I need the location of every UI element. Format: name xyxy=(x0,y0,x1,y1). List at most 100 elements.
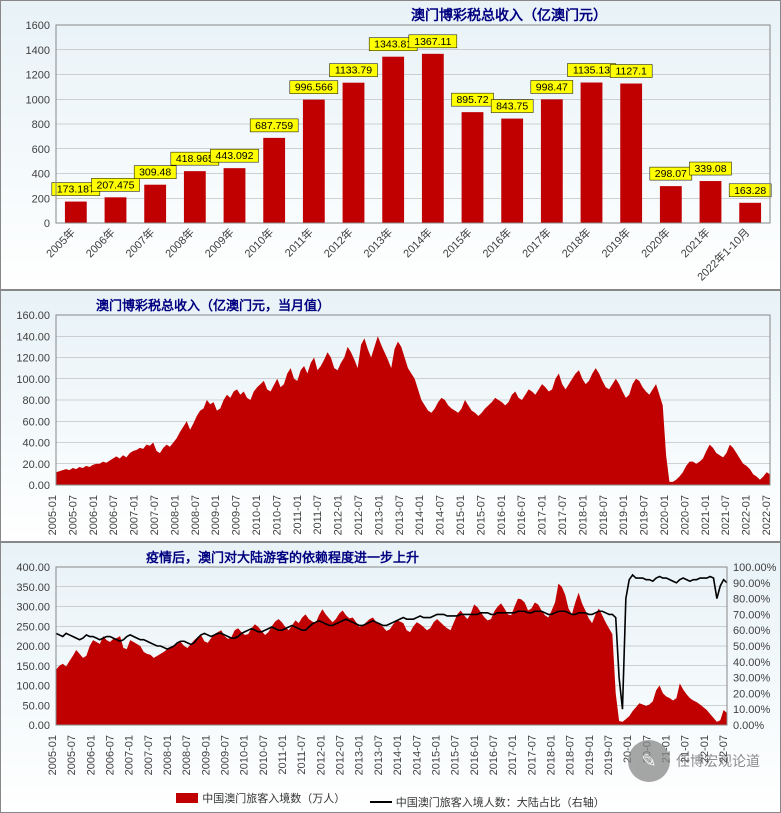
svg-text:1135.13: 1135.13 xyxy=(573,65,610,77)
svg-text:2008-07: 2008-07 xyxy=(190,495,202,535)
svg-text:80.00: 80.00 xyxy=(22,395,50,407)
svg-text:2012-07: 2012-07 xyxy=(335,735,347,775)
panel-visitors: 疫情后，澳门对大陆游客的依赖程度进一步上升 0.0050.00100.00150… xyxy=(0,542,781,813)
svg-text:50.00: 50.00 xyxy=(22,700,50,712)
svg-text:2009-01: 2009-01 xyxy=(210,495,222,535)
svg-text:2015-07: 2015-07 xyxy=(450,735,462,775)
svg-text:443.092: 443.092 xyxy=(216,150,254,162)
svg-text:21-07: 21-07 xyxy=(680,735,692,763)
svg-text:2011-07: 2011-07 xyxy=(296,735,308,775)
svg-text:1127.1: 1127.1 xyxy=(615,66,646,78)
svg-text:1367.11: 1367.11 xyxy=(414,36,451,48)
chart3-title: 疫情后，澳门对大陆游客的依赖程度进一步上升 xyxy=(146,547,419,566)
svg-text:2012-01: 2012-01 xyxy=(333,495,345,535)
svg-text:400: 400 xyxy=(32,169,50,181)
svg-text:2019-01: 2019-01 xyxy=(584,735,596,775)
svg-text:339.08: 339.08 xyxy=(694,163,726,175)
svg-text:2014-07: 2014-07 xyxy=(411,735,423,775)
svg-text:2008-01: 2008-01 xyxy=(169,495,181,535)
svg-text:2016年: 2016年 xyxy=(479,225,514,260)
svg-text:30.00%: 30.00% xyxy=(733,673,771,685)
chart3-svg: 0.0050.00100.00150.00200.00250.00300.003… xyxy=(1,543,781,781)
svg-text:2010-01: 2010-01 xyxy=(251,495,263,535)
panel-gaming-tax-monthly: 澳门博彩税总收入（亿澳门元，当月值） 0.0020.0040.0060.0080… xyxy=(0,290,781,542)
svg-text:2021-01: 2021-01 xyxy=(700,495,712,535)
svg-text:843.75: 843.75 xyxy=(496,101,528,113)
svg-text:163.28: 163.28 xyxy=(734,185,766,197)
panel-gaming-tax-annual: 澳门博彩税总收入（亿澳门元） 0200400600800100012001400… xyxy=(0,0,781,290)
svg-text:2005年: 2005年 xyxy=(43,225,78,260)
svg-text:2019-07: 2019-07 xyxy=(603,735,615,775)
legend-ratio: 中国澳门旅客入境人数：大陆占比（右轴） xyxy=(370,794,605,810)
svg-text:140.00: 140.00 xyxy=(16,331,50,343)
svg-text:2017-01: 2017-01 xyxy=(507,735,519,775)
svg-text:2007-07: 2007-07 xyxy=(149,495,161,535)
svg-text:687.759: 687.759 xyxy=(255,120,293,132)
svg-text:2019-01: 2019-01 xyxy=(618,495,630,535)
svg-text:80.00%: 80.00% xyxy=(733,594,771,606)
svg-text:2006-07: 2006-07 xyxy=(108,495,120,535)
svg-text:2007-01: 2007-01 xyxy=(129,495,141,535)
svg-text:2015-01: 2015-01 xyxy=(430,735,442,775)
svg-text:2006-01: 2006-01 xyxy=(85,735,97,775)
svg-text:2008年: 2008年 xyxy=(162,225,197,260)
svg-text:2005-07: 2005-07 xyxy=(67,495,79,535)
legend-visitors-label: 中国澳门旅客入境数（万人） xyxy=(202,790,345,806)
svg-text:2017年: 2017年 xyxy=(519,225,554,260)
svg-text:100.00: 100.00 xyxy=(16,374,50,386)
svg-text:2006-07: 2006-07 xyxy=(105,735,117,775)
svg-text:2013年: 2013年 xyxy=(360,225,395,260)
svg-text:2017-07: 2017-07 xyxy=(557,495,569,535)
svg-text:22-07: 22-07 xyxy=(718,735,730,763)
svg-text:2013-01: 2013-01 xyxy=(354,735,366,775)
svg-text:2010-07: 2010-07 xyxy=(271,495,283,535)
svg-text:150.00: 150.00 xyxy=(16,661,50,673)
chart3-legend: 中国澳门旅客入境数（万人） 中国澳门旅客入境人数：大陆占比（右轴） xyxy=(1,790,780,810)
svg-text:2019-07: 2019-07 xyxy=(639,495,651,535)
svg-text:1600: 1600 xyxy=(26,20,50,32)
svg-text:2021-07: 2021-07 xyxy=(720,495,732,535)
svg-text:2008-07: 2008-07 xyxy=(181,735,193,775)
svg-text:70.00%: 70.00% xyxy=(733,609,771,621)
legend-visitors-swatch xyxy=(176,793,198,803)
svg-text:250.00: 250.00 xyxy=(16,621,50,633)
svg-text:1000: 1000 xyxy=(26,94,50,106)
svg-text:21-01: 21-01 xyxy=(660,735,672,763)
svg-text:2016-07: 2016-07 xyxy=(488,735,500,775)
svg-text:2018-01: 2018-01 xyxy=(545,735,557,775)
svg-text:20.00%: 20.00% xyxy=(733,688,771,700)
svg-text:800: 800 xyxy=(32,119,50,131)
svg-text:2016-01: 2016-01 xyxy=(496,495,508,535)
svg-text:2016-01: 2016-01 xyxy=(469,735,481,775)
svg-text:60.00%: 60.00% xyxy=(733,625,771,637)
svg-text:22-01: 22-01 xyxy=(699,735,711,763)
svg-text:895.72: 895.72 xyxy=(456,94,488,106)
svg-text:2009-07: 2009-07 xyxy=(231,495,243,535)
svg-text:50.00%: 50.00% xyxy=(733,641,771,653)
svg-text:0.00%: 0.00% xyxy=(733,720,764,732)
svg-text:2017-01: 2017-01 xyxy=(537,495,549,535)
svg-text:0.00: 0.00 xyxy=(29,480,50,492)
svg-text:2011年: 2011年 xyxy=(282,225,316,259)
svg-text:2017-07: 2017-07 xyxy=(526,735,538,775)
chart1-svg: 02004006008001000120014001600173.1872005… xyxy=(1,1,781,291)
svg-text:2018-07: 2018-07 xyxy=(565,735,577,775)
svg-text:2014-01: 2014-01 xyxy=(392,735,404,775)
svg-text:40.00%: 40.00% xyxy=(733,657,771,669)
svg-text:2013-07: 2013-07 xyxy=(394,495,406,535)
svg-text:2012-07: 2012-07 xyxy=(353,495,365,535)
chart1-title: 澳门博彩税总收入（亿澳门元） xyxy=(411,5,607,25)
svg-text:2019年: 2019年 xyxy=(598,225,633,260)
svg-text:2020年: 2020年 xyxy=(638,225,673,260)
svg-text:2020-01: 2020-01 xyxy=(659,495,671,535)
svg-text:2018-07: 2018-07 xyxy=(598,495,610,535)
svg-text:998.47: 998.47 xyxy=(536,81,568,93)
svg-text:2018-01: 2018-01 xyxy=(577,495,589,535)
legend-visitors: 中国澳门旅客入境数（万人） xyxy=(176,790,345,806)
svg-text:207.475: 207.475 xyxy=(97,179,135,191)
svg-text:600: 600 xyxy=(32,144,50,156)
svg-text:996.566: 996.566 xyxy=(295,82,333,94)
svg-text:2010-07: 2010-07 xyxy=(258,735,270,775)
svg-text:173.187: 173.187 xyxy=(57,184,95,196)
svg-text:120.00: 120.00 xyxy=(16,353,50,365)
